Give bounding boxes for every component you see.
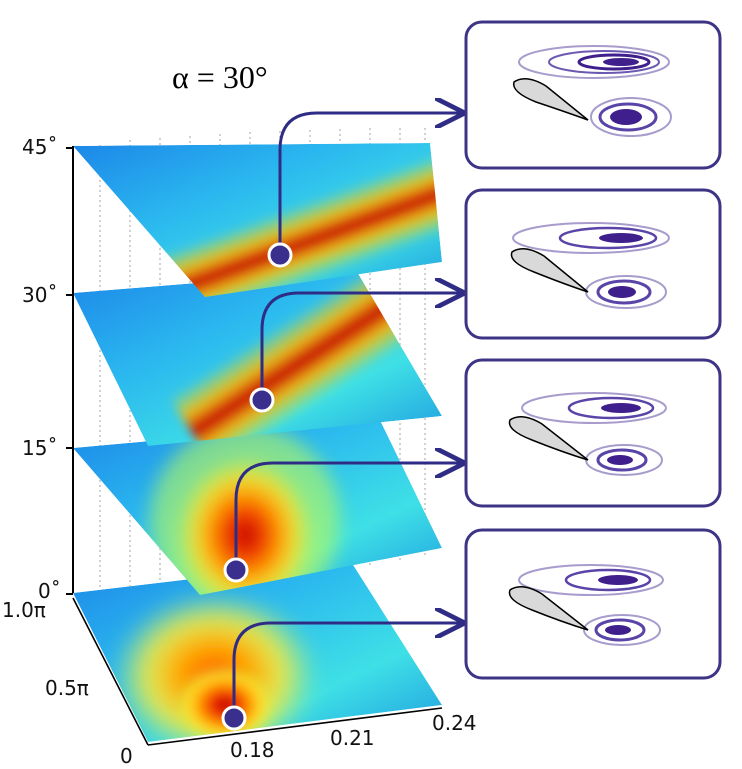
airfoil-vortex-contour-icon bbox=[510, 222, 670, 309]
vorticity-panel-4 bbox=[464, 528, 722, 680]
airfoil-vortex-contour-icon bbox=[508, 564, 664, 646]
figure-title: α = 30° bbox=[172, 59, 268, 95]
panels bbox=[464, 20, 722, 680]
connector-2 bbox=[260, 293, 462, 400]
connector-3 bbox=[234, 463, 462, 570]
tick-1pi: 1.0π bbox=[2, 598, 46, 622]
connector-4 bbox=[232, 623, 462, 718]
tick-0: 0˚ bbox=[38, 579, 61, 603]
depth-ticks: 1.0π 0.5π 0 bbox=[2, 598, 133, 768]
tick-30: 30˚ bbox=[22, 283, 57, 307]
marker-2 bbox=[249, 387, 275, 413]
airfoil-vortex-contour-icon bbox=[508, 392, 667, 476]
layer-45 bbox=[73, 143, 442, 297]
depth-axis bbox=[72, 597, 443, 746]
vorticity-panel-3 bbox=[464, 358, 722, 508]
connectors bbox=[232, 113, 462, 718]
tick-018: 0.18 bbox=[230, 738, 275, 762]
airfoil-vortex-contour-icon bbox=[512, 45, 672, 137]
tick-05pi: 0.5π bbox=[45, 676, 89, 700]
vorticity-panel-1 bbox=[464, 20, 722, 170]
tick-45: 45˚ bbox=[22, 135, 57, 159]
marker-1 bbox=[267, 242, 293, 268]
x-ticks: 0.18 0.21 0.24 bbox=[230, 711, 477, 762]
markers bbox=[221, 242, 293, 731]
connector-1 bbox=[278, 113, 462, 255]
y-ticks: 45˚ 30˚ 15˚ 0˚ bbox=[22, 135, 61, 603]
tick-15: 15˚ bbox=[22, 436, 57, 460]
marker-3 bbox=[223, 557, 249, 583]
tick-024: 0.24 bbox=[432, 711, 477, 735]
tick-021: 0.21 bbox=[330, 726, 375, 750]
marker-4 bbox=[221, 705, 247, 731]
tick-zero: 0 bbox=[120, 744, 133, 768]
layer-0 bbox=[73, 560, 442, 742]
vorticity-panel-2 bbox=[464, 188, 722, 340]
vertical-axis bbox=[66, 146, 74, 595]
